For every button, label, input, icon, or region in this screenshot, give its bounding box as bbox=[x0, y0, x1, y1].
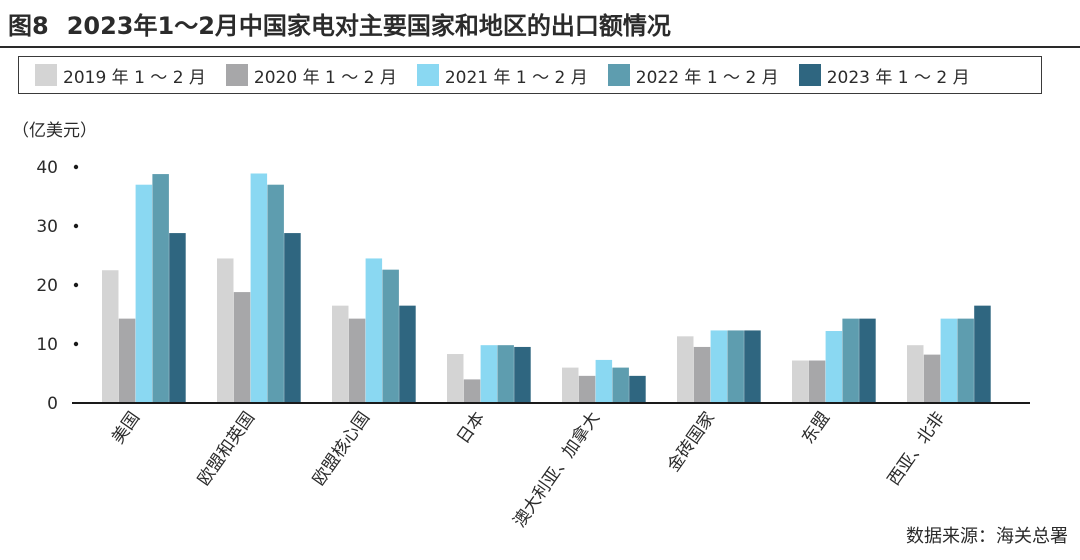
legend-swatch-2020 bbox=[225, 64, 248, 86]
bar-3-2 bbox=[480, 345, 498, 403]
bar-4-0 bbox=[562, 367, 579, 403]
legend-label-2022: 2022 年 1 ～ 2 月 bbox=[635, 67, 779, 88]
x-tick-label-2: 欧盟核心国 bbox=[309, 408, 374, 489]
y-tick-label-2: 20 bbox=[36, 276, 58, 296]
x-tick-label-3: 日本 bbox=[453, 408, 489, 447]
bar-4-4 bbox=[629, 375, 646, 403]
bar-5-3 bbox=[727, 330, 744, 403]
bar-7-3 bbox=[957, 318, 974, 403]
bar-7-1 bbox=[923, 354, 941, 403]
y-tick-label-0: 0 bbox=[47, 394, 58, 414]
bar-4-2 bbox=[595, 359, 613, 403]
chart-title: 2023年1～2月中国家电对主要国家和地区的出口额情况 bbox=[66, 11, 671, 40]
bar-3-4 bbox=[514, 346, 531, 403]
y-tick-label-4: 40 bbox=[36, 158, 58, 178]
bar-1-0 bbox=[217, 258, 234, 403]
x-tick-label-6: 东盟 bbox=[798, 408, 834, 447]
legend-label-2019: 2019 年 1 ～ 2 月 bbox=[63, 67, 206, 88]
bar-1-3 bbox=[267, 184, 284, 403]
y-tick-label-1: 10 bbox=[36, 335, 58, 355]
bar-0-4 bbox=[169, 233, 186, 403]
x-tick-label-4: 澳大利亚、加拿大 bbox=[509, 408, 604, 531]
bar-5-1 bbox=[693, 346, 711, 403]
legend-label-2023: 2023 年 1 ～ 2 月 bbox=[826, 67, 970, 88]
bar-5-2 bbox=[710, 330, 728, 403]
bar-3-0 bbox=[447, 354, 464, 403]
y-tick-mark-1 bbox=[73, 341, 79, 347]
bar-2-2 bbox=[365, 258, 383, 403]
bar-2-0 bbox=[332, 305, 349, 403]
bar-6-0 bbox=[792, 360, 809, 403]
bar-3-1 bbox=[463, 379, 481, 403]
bar-6-3 bbox=[842, 318, 859, 403]
bar-7-2 bbox=[940, 318, 958, 403]
bar-2-4 bbox=[399, 305, 416, 403]
bar-1-4 bbox=[284, 233, 301, 403]
legend-label-2020: 2020 年 1 ～ 2 月 bbox=[253, 67, 397, 88]
bar-3-3 bbox=[497, 345, 514, 403]
legend-item-2023: 2023 年 1 ～ 2 月 bbox=[798, 63, 970, 88]
legend-item-2019: 2019 年 1 ～ 2 月 bbox=[35, 63, 206, 88]
figure-label: 图8 bbox=[8, 11, 49, 40]
bar-0-1 bbox=[118, 318, 136, 403]
bar-2-1 bbox=[348, 318, 366, 403]
bar-5-0 bbox=[677, 336, 694, 403]
title-bar: 图8 2023年1～2月中国家电对主要国家和地区的出口额情况 bbox=[0, 0, 1080, 48]
bar-7-0 bbox=[907, 345, 924, 403]
legend-swatch-2021 bbox=[416, 64, 439, 86]
bar-0-3 bbox=[152, 174, 169, 403]
legend-label-2021: 2021 年 1 ～ 2 月 bbox=[444, 67, 588, 88]
bar-0-2 bbox=[135, 184, 153, 403]
bar-4-3 bbox=[612, 367, 629, 403]
y-tick-label-3: 30 bbox=[36, 217, 58, 237]
bar-7-4 bbox=[974, 305, 991, 403]
x-tick-label-7: 西亚、北非 bbox=[884, 408, 949, 489]
legend-swatch-2019 bbox=[35, 64, 57, 86]
bar-4-1 bbox=[578, 375, 596, 403]
bar-0-0 bbox=[102, 270, 119, 403]
y-axis-unit: （亿美元） bbox=[12, 121, 97, 141]
bar-2-3 bbox=[382, 269, 399, 403]
legend-item-2022: 2022 年 1 ～ 2 月 bbox=[607, 63, 779, 88]
bar-1-1 bbox=[233, 292, 251, 403]
legend: 2019 年 1 ～ 2 月 2020 年 1 ～ 2 月 2021 年 1 ～… bbox=[18, 56, 1042, 94]
bar-6-4 bbox=[859, 318, 876, 403]
legend-swatch-2023 bbox=[798, 64, 821, 86]
bar-6-2 bbox=[825, 331, 843, 403]
x-tick-label-5: 金砖国家 bbox=[664, 408, 719, 475]
bar-1-2 bbox=[250, 173, 268, 403]
data-source: 数据来源：海关总署 bbox=[906, 526, 1068, 547]
y-tick-mark-2 bbox=[73, 282, 79, 288]
legend-item-2020: 2020 年 1 ～ 2 月 bbox=[225, 63, 397, 88]
legend-swatch-2022 bbox=[607, 64, 630, 86]
x-tick-label-0: 美国 bbox=[108, 408, 144, 447]
y-tick-mark-3 bbox=[73, 223, 79, 229]
x-tick-label-1: 欧盟和英国 bbox=[194, 408, 259, 489]
y-tick-mark-4 bbox=[73, 164, 79, 170]
bar-6-1 bbox=[808, 360, 826, 403]
bar-5-4 bbox=[744, 330, 761, 403]
legend-item-2021: 2021 年 1 ～ 2 月 bbox=[416, 63, 588, 88]
